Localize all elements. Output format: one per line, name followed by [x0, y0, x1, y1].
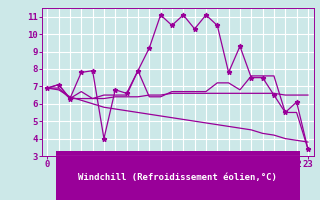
X-axis label: Windchill (Refroidissement éolien,°C): Windchill (Refroidissement éolien,°C) — [78, 173, 277, 182]
